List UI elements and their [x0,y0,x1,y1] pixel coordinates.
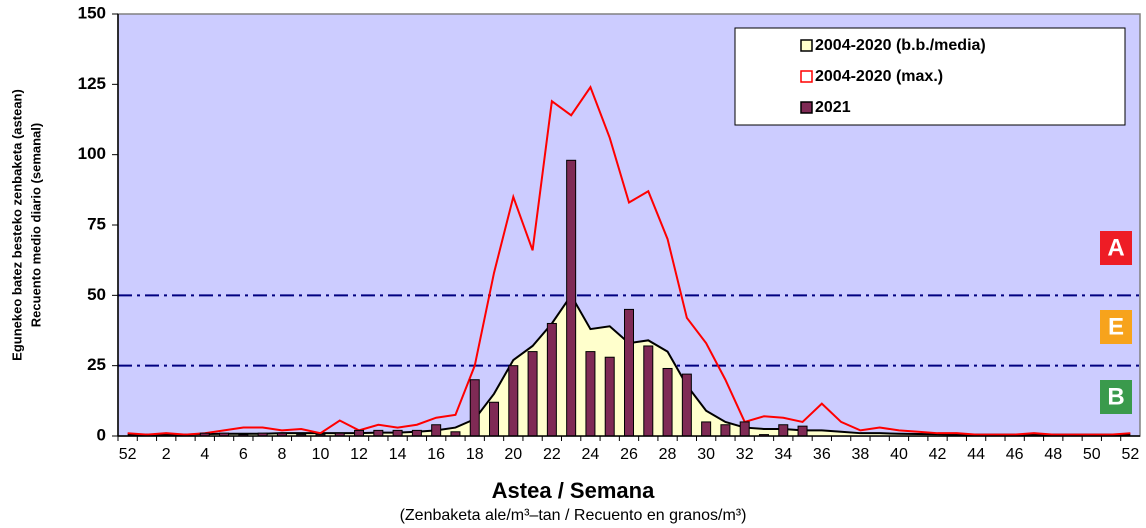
x-tick-label: 50 [1083,446,1101,463]
bar [354,429,365,437]
x-tick-label: 38 [851,446,869,463]
annotation: B [1107,383,1124,410]
x-tick-label: 24 [582,446,600,463]
x-tick-label: 28 [659,446,677,463]
bar [469,379,480,437]
x-axis-title: Astea / Semana [492,478,655,503]
y-axis-title: Recuento medio diario (semanal) [28,123,43,327]
annotation-box [1100,310,1132,344]
bar [392,429,403,437]
bar [566,159,577,437]
legend-label: 2021 [815,99,851,116]
y-tick-label: 150 [78,3,106,22]
x-tick-label: 42 [929,446,947,463]
bar [373,429,384,437]
x-tick-label: 48 [1044,446,1062,463]
y-tick-label: 125 [78,74,106,93]
bar [778,424,789,437]
legend-swatch [800,101,813,114]
x-tick-label: 36 [813,446,831,463]
y-tick-label: 50 [87,285,106,304]
x-tick-label: 6 [239,446,248,463]
bar [797,425,808,437]
bar [624,308,634,437]
bar [662,367,673,437]
y-tick-label: 0 [97,425,106,444]
legend-label: 2004-2020 (b.b./media) [815,37,986,54]
y-tick-label: 100 [78,144,106,163]
bar [739,421,750,437]
annotation: E [1108,313,1124,340]
bar [681,373,692,437]
x-tick-label: 4 [200,446,209,463]
y-tick-label: 75 [87,214,106,233]
x-tick-label: 20 [504,446,522,463]
annotation-box [1100,231,1132,265]
x-tick-label: 44 [967,446,985,463]
legend-swatch [800,70,813,83]
x-tick-label: 16 [427,446,445,463]
x-tick-label: 12 [350,446,368,463]
annotation-box [1100,380,1132,414]
x-tick-label: 2 [162,446,171,463]
x-tick-label: 26 [620,446,638,463]
x-tick-label: 10 [312,446,330,463]
bar [585,351,596,437]
bar [643,345,654,437]
annotation: A [1107,234,1124,261]
x-tick-label: 18 [466,446,484,463]
x-tick-label: 22 [543,446,561,463]
bar [431,424,442,437]
x-tick-label: 40 [890,446,908,463]
legend [734,27,1126,126]
bar [720,424,731,437]
y-tick-label: 25 [87,355,106,374]
bar [604,356,615,437]
bar [701,421,712,437]
bar [527,351,538,437]
y-axis-title: Egunekeo batez besteko zenbaketa (astean… [9,89,24,361]
x-axis-subtitle: (Zenbaketa ale/m³–tan / Recuento en gran… [400,507,747,524]
legend-label: 2004-2020 (max.) [815,68,943,85]
x-tick-label: 52 [119,446,137,463]
bar [411,429,422,437]
bar [546,322,557,437]
x-tick-label: 14 [389,446,407,463]
x-tick-label: 8 [277,446,286,463]
bar [508,365,519,437]
x-tick-label: 34 [774,446,792,463]
line [127,85,1131,436]
legend-swatch [800,39,813,52]
x-tick-label: 32 [736,446,754,463]
x-tick-label: 30 [697,446,715,463]
x-tick-label: 52 [1121,446,1139,463]
bar [489,401,500,437]
x-tick-label: 46 [1006,446,1024,463]
